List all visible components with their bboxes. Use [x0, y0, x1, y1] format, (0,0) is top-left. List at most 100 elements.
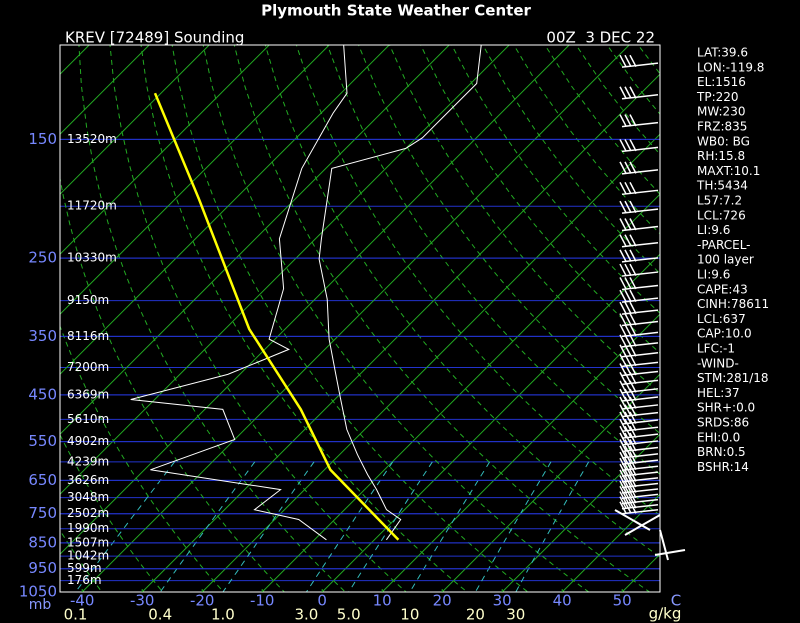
isotherm [60, 45, 210, 195]
barb-flag [619, 469, 627, 482]
barb-staff [621, 352, 659, 358]
height-label: 176m [67, 573, 102, 587]
barb-staff [621, 342, 659, 348]
x-tick-label: -30 [130, 592, 155, 610]
y-tick-label: 850 [28, 533, 57, 551]
barb-flag [629, 334, 637, 347]
info-line: TP:220 [696, 90, 739, 104]
barb-flag [629, 363, 637, 376]
info-line: HEL:37 [697, 386, 740, 400]
isotherm [381, 313, 660, 592]
time-label: 00Z 3 DEC 22 [546, 29, 655, 47]
info-line: LI:9.6 [697, 223, 730, 237]
x-tick-label: -10 [250, 592, 275, 610]
barb-staff [659, 529, 669, 561]
barb-flag [624, 388, 632, 401]
barb-staff [621, 320, 659, 327]
barb-flag [619, 54, 627, 68]
height-label: 1042m [67, 549, 109, 563]
barb-flag [629, 388, 637, 401]
barb-flag [624, 289, 632, 302]
y-tick-label: 550 [28, 432, 57, 450]
barb-flag [619, 324, 627, 337]
barb-flag [619, 485, 627, 499]
x-tick-label: 0 [317, 592, 327, 610]
barb-flag [619, 475, 627, 488]
barb-flag [629, 439, 637, 452]
plot-frame [59, 44, 661, 593]
barb-staff [621, 208, 659, 214]
dry-adiabat [482, 45, 660, 275]
barb-flag [629, 86, 637, 99]
height-label: 1990m [67, 521, 109, 535]
barb-flag [629, 54, 637, 68]
barb-staff [621, 257, 659, 263]
barb-flag [624, 496, 632, 509]
x-tick-label: -20 [190, 592, 215, 610]
barb-flag [629, 200, 637, 213]
y-tick-label: 650 [28, 471, 57, 489]
dry-adiabat [171, 45, 529, 592]
height-label: 2502m [67, 506, 109, 520]
chart-title: Plymouth State Weather Center [261, 2, 531, 20]
info-line: CAP:10.0 [697, 327, 752, 341]
barb-staff [624, 514, 661, 536]
barb-staff [621, 361, 659, 368]
barb-flag [619, 249, 627, 262]
height-label: 4902m [67, 434, 109, 448]
background-lines [60, 45, 660, 592]
isotherm [321, 253, 660, 592]
barb-staff [621, 309, 659, 315]
barb-flag [629, 353, 637, 367]
barb-flag [624, 451, 632, 464]
info-line: -PARCEL- [697, 238, 751, 252]
isotherm [201, 133, 660, 592]
barb-flag [624, 445, 632, 458]
barb-flag [629, 404, 637, 417]
info-line: MAXT:10.1 [697, 164, 760, 178]
traces [130, 45, 482, 541]
barb-flag [629, 475, 637, 488]
barb-flag [619, 496, 627, 509]
info-line: CINH:78611 [697, 297, 769, 311]
barb-flag [624, 501, 632, 514]
info-line: SRDS:86 [697, 416, 749, 430]
barb-flag [619, 289, 627, 302]
barb-flag [629, 371, 637, 385]
barb-flag [624, 54, 632, 68]
x-tick-label: 50 [613, 592, 632, 610]
barb-staff [621, 225, 659, 232]
isotherm [60, 45, 450, 435]
info-line: SHR+:0.0 [697, 401, 755, 415]
barb-staff [621, 62, 659, 68]
barb-flag [624, 114, 632, 127]
barb-flag [619, 404, 627, 417]
mixing-ratio-unit: g/kg [649, 605, 682, 623]
isotherm [261, 193, 660, 592]
dry-adiabat [326, 45, 660, 475]
height-label: 7200m [67, 360, 109, 374]
barb-flag [624, 249, 632, 262]
barb-flag [619, 445, 627, 458]
barb-flag [629, 249, 637, 262]
mixing-ratio-label: 10 [400, 606, 419, 623]
barb-flag [624, 181, 632, 195]
barb-flag [629, 485, 637, 499]
barb-flag [624, 263, 632, 276]
height-label: 6369m [67, 387, 109, 401]
mixing-ratio-label: 3.0 [294, 606, 318, 623]
info-line: BSHR:14 [697, 460, 749, 474]
barb-flag [619, 501, 627, 514]
dry-adiabat [60, 433, 164, 592]
info-line: FRZ:835 [697, 120, 747, 134]
barb-staff [621, 370, 659, 377]
barb-flag [619, 491, 627, 504]
y-tick-label: 950 [28, 559, 57, 577]
barb-staff [621, 169, 659, 175]
mixing-ratio-label: 1.0 [211, 606, 235, 623]
isotherm [60, 45, 330, 315]
pressure-unit: mb [29, 597, 52, 613]
barb-flag [624, 469, 632, 482]
height-label: 3048m [67, 490, 109, 504]
